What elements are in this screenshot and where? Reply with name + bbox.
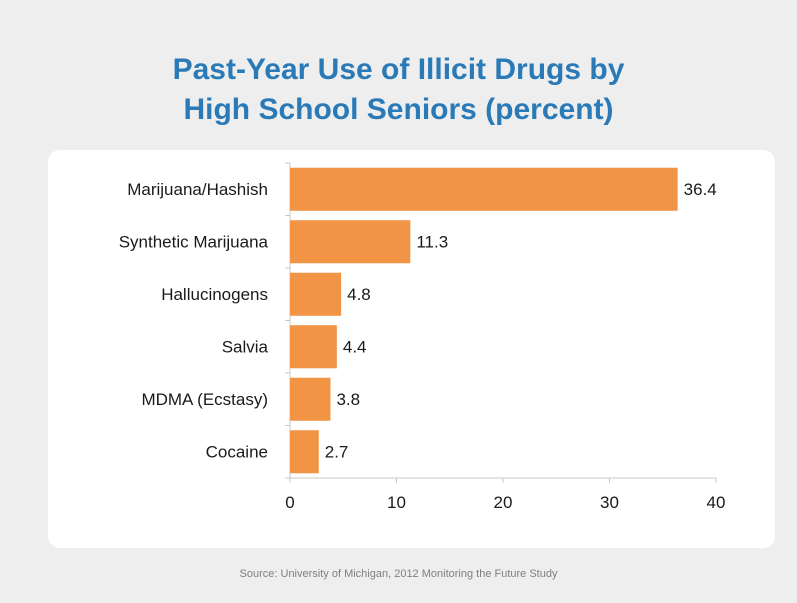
value-label-3: 4.4 [343, 337, 367, 356]
value-label-4: 3.8 [336, 390, 360, 409]
value-label-0: 36.4 [684, 180, 717, 199]
x-tick-label-2: 20 [494, 493, 513, 512]
bar-0 [290, 167, 678, 211]
bar-5 [290, 430, 319, 474]
category-label-2: Hallucinogens [161, 285, 268, 304]
value-label-1: 11.3 [416, 232, 448, 251]
category-label-1: Synthetic Marijuana [119, 232, 269, 251]
bar-1 [290, 220, 411, 264]
x-tick-label-1: 10 [387, 493, 406, 512]
x-tick-label-4: 40 [707, 493, 726, 512]
bar-2 [290, 272, 342, 316]
category-label-0: Marijuana/Hashish [127, 180, 268, 199]
value-label-5: 2.7 [325, 442, 349, 461]
chart-title-line-2: High School Seniors (percent) [183, 93, 614, 126]
value-label-2: 4.8 [347, 285, 371, 304]
bar-3 [290, 325, 337, 369]
x-tick-label-3: 30 [600, 493, 619, 512]
category-label-4: MDMA (Ecstasy) [141, 390, 268, 409]
source-note: Source: University of Michigan, 2012 Mon… [239, 568, 558, 580]
category-label-5: Cocaine [206, 442, 268, 461]
bar-chart: Marijuana/Hashish 36.4 Synthetic Marijuana… [119, 162, 726, 512]
category-label-3: Salvia [222, 337, 269, 356]
x-tick-label-0: 0 [285, 493, 294, 512]
chart-title-line-1: Past-Year Use of Illicit Drugs by [172, 53, 625, 86]
chart-panel: Marijuana/Hashish 36.4 Synthetic Marijuana… [48, 150, 775, 548]
chart-title: Past-Year Use of Illicit Drugs by High S… [0, 50, 797, 130]
bar-4 [290, 377, 331, 421]
